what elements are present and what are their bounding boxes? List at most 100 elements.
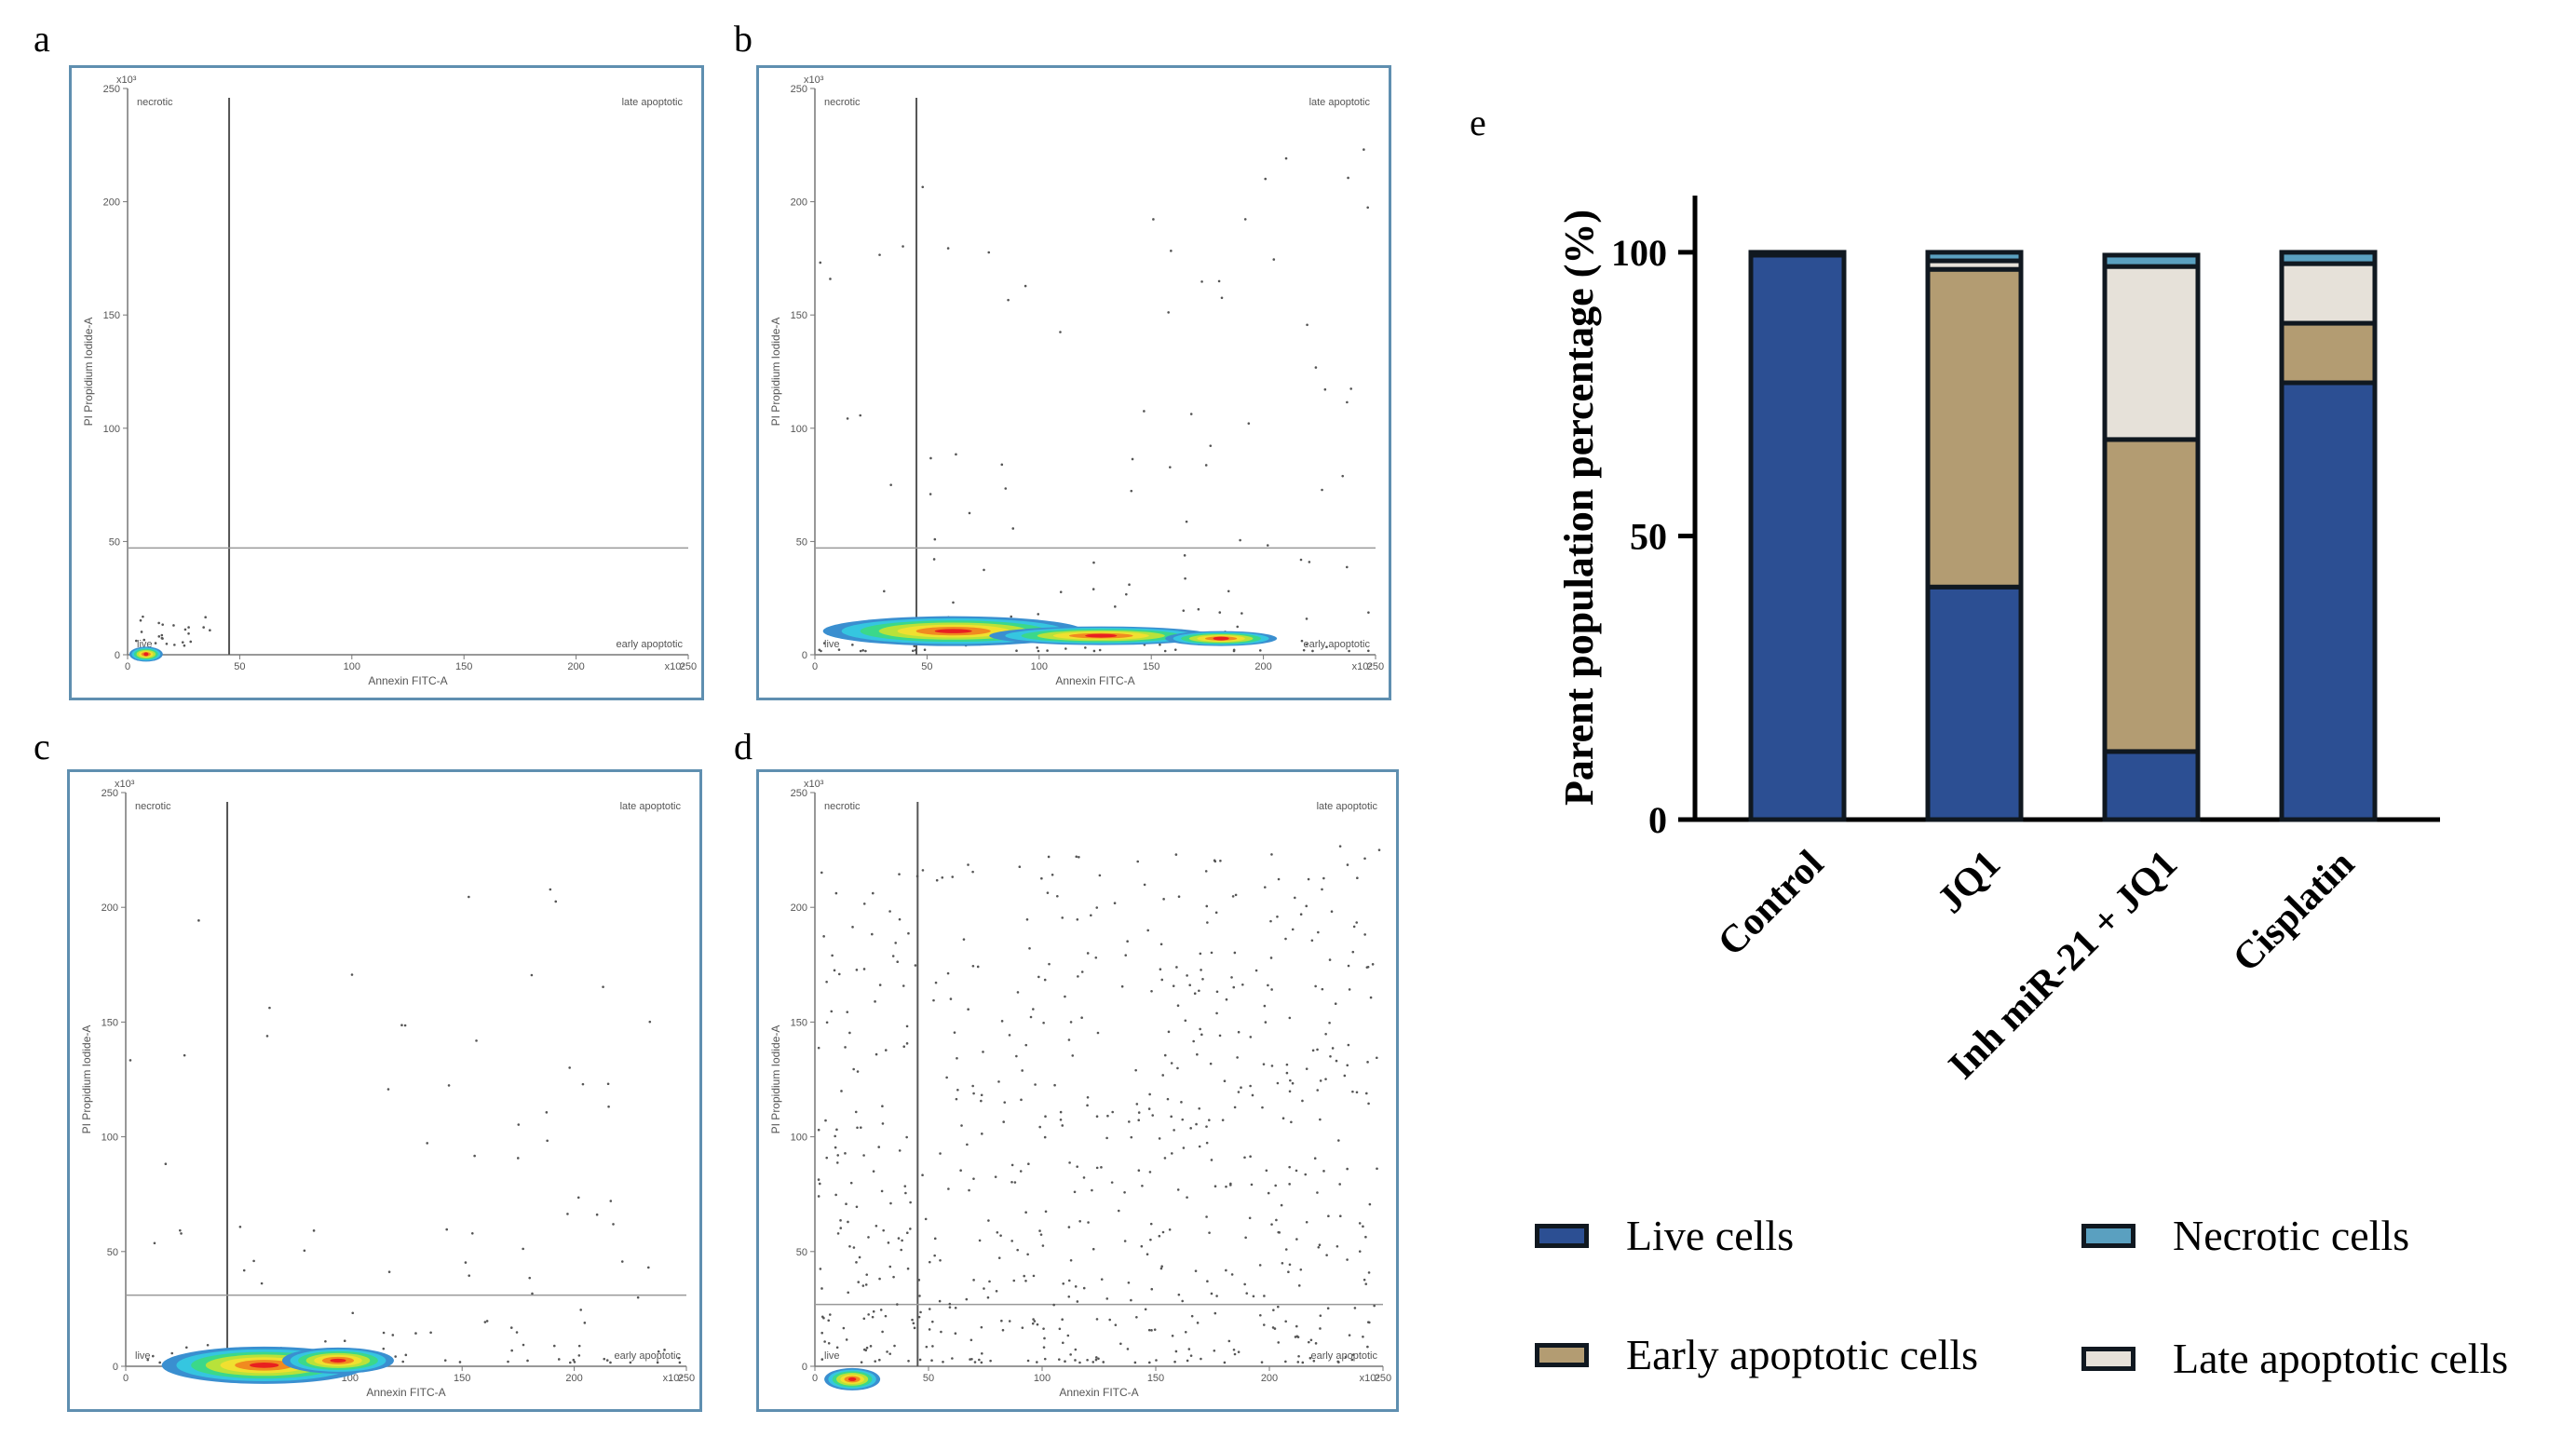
flow-event-dot — [855, 1261, 858, 1264]
flow-event-dot — [1196, 1052, 1199, 1056]
flow-y-tick-label: 200 — [791, 902, 807, 914]
flow-quadrant-necrotic: necrotic — [137, 97, 173, 108]
flow-event-dot — [1227, 590, 1230, 593]
flow-event-dot — [1362, 1225, 1364, 1228]
flow-event-dot — [1377, 848, 1381, 851]
flow-event-dot — [819, 1268, 822, 1270]
flow-event-dot — [1039, 1233, 1043, 1236]
flow-event-dot — [1187, 1348, 1191, 1350]
flow-event-dot — [1335, 1059, 1338, 1063]
flow-y-scale: x10³ — [804, 75, 824, 86]
flow-event-dot — [260, 1282, 264, 1285]
flow-event-dot — [825, 1156, 829, 1160]
flow-event-dot — [1160, 1265, 1163, 1268]
flow-event-dot — [865, 1346, 869, 1350]
flow-event-dot — [1213, 1311, 1217, 1315]
flow-event-dot — [1026, 1359, 1030, 1363]
flow-event-dot — [1358, 1250, 1362, 1253]
flow-y-tick-label: 250 — [102, 788, 118, 799]
flow-event-dot — [1024, 1043, 1028, 1047]
flow-event-dot — [980, 1352, 983, 1355]
flow-event-dot — [1130, 489, 1133, 493]
flow-event-dot — [404, 1353, 408, 1357]
legend-label-late: Late apoptotic cells — [2173, 1335, 2509, 1382]
flow-event-dot — [929, 456, 932, 460]
flow-event-dot — [911, 1318, 914, 1322]
flow-event-dot — [945, 1076, 948, 1079]
flow-event-dot — [160, 636, 164, 640]
flow-event-dot — [831, 954, 834, 957]
y-tick-label: 50 — [1630, 515, 1667, 557]
flow-density-contour — [1085, 633, 1118, 638]
flow-event-dot — [1250, 1183, 1254, 1187]
flow-density-contour — [847, 1377, 857, 1381]
flow-event-dot — [909, 1201, 912, 1204]
flow-event-dot — [1335, 1244, 1339, 1248]
flow-event-dot — [546, 1139, 549, 1143]
legend-swatch-late — [2081, 1346, 2135, 1371]
flow-event-dot — [932, 998, 935, 1002]
y-tick-label: 0 — [1648, 799, 1667, 841]
flow-event-dot — [1010, 615, 1013, 618]
flow-event-dot — [848, 1031, 851, 1035]
flow-event-dot — [884, 1049, 888, 1051]
flow-event-dot — [839, 1219, 842, 1222]
flow-event-dot — [1217, 279, 1221, 283]
flow-event-dot — [522, 1343, 525, 1347]
flow-event-dot — [1364, 1235, 1367, 1239]
flow-event-dot — [822, 935, 825, 938]
flow-event-dot — [1225, 997, 1228, 1001]
flow-event-dot — [1008, 1320, 1011, 1323]
flow-event-dot — [1061, 916, 1064, 919]
flow-event-dot — [1291, 1081, 1295, 1085]
flow-event-dot — [1198, 989, 1200, 993]
flow-event-dot — [1032, 1008, 1035, 1011]
flow-event-dot — [923, 648, 927, 651]
flow-event-dot — [1174, 853, 1178, 856]
flow-event-dot — [678, 1361, 682, 1364]
flow-event-dot — [1346, 1064, 1349, 1067]
flow-event-dot — [1173, 1129, 1175, 1132]
flow-event-dot — [443, 1359, 447, 1362]
flow-event-dot — [914, 964, 917, 967]
flow-event-dot — [522, 1247, 524, 1251]
legend-item-early: Early apoptotic cells — [1535, 1330, 1978, 1379]
flow-density-contour — [1213, 636, 1229, 641]
flow-event-dot — [1010, 1180, 1013, 1184]
flow-event-dot — [146, 1358, 150, 1362]
flow-event-dot — [987, 251, 991, 254]
flow-event-dot — [426, 1142, 428, 1145]
flow-density-contour — [143, 652, 149, 657]
flow-event-dot — [1176, 1066, 1179, 1070]
flow-event-dot — [1175, 966, 1178, 969]
flow-event-dot — [1294, 896, 1296, 900]
bar-early-2 — [2102, 437, 2201, 754]
flow-event-dot — [860, 1361, 863, 1363]
flow-event-dot — [1108, 1318, 1112, 1322]
flow-event-dot — [1023, 1274, 1025, 1278]
flow-event-dot — [1149, 1222, 1153, 1226]
flow-event-dot — [1033, 1320, 1037, 1323]
flow-event-dot — [856, 1070, 860, 1073]
flow-event-dot — [1144, 1308, 1147, 1311]
flow-event-dot — [1311, 1049, 1315, 1052]
flow-event-dot — [1186, 1359, 1189, 1363]
flow-event-dot — [1021, 1326, 1024, 1329]
bar-necrotic-2 — [2102, 252, 2201, 269]
flow-event-dot — [612, 1223, 615, 1226]
flow-event-dot — [1301, 1099, 1304, 1103]
flow-event-dot — [1269, 919, 1272, 923]
flow-event-dot — [183, 628, 187, 631]
flow-event-dot — [1170, 1062, 1173, 1065]
flow-event-dot — [913, 644, 916, 648]
bar-necrotic-1 — [1925, 250, 2024, 264]
flow-event-dot — [1096, 1031, 1100, 1035]
flow-y-tick-label: 0 — [115, 650, 120, 661]
flow-event-dot — [1176, 1188, 1180, 1191]
flow-event-dot — [836, 1154, 840, 1157]
flow-event-dot — [1053, 1083, 1056, 1087]
flow-event-dot — [1091, 1361, 1095, 1363]
flow-event-dot — [1326, 1307, 1330, 1309]
flow-event-dot — [1275, 1218, 1278, 1222]
flow-event-dot — [1130, 1298, 1132, 1302]
